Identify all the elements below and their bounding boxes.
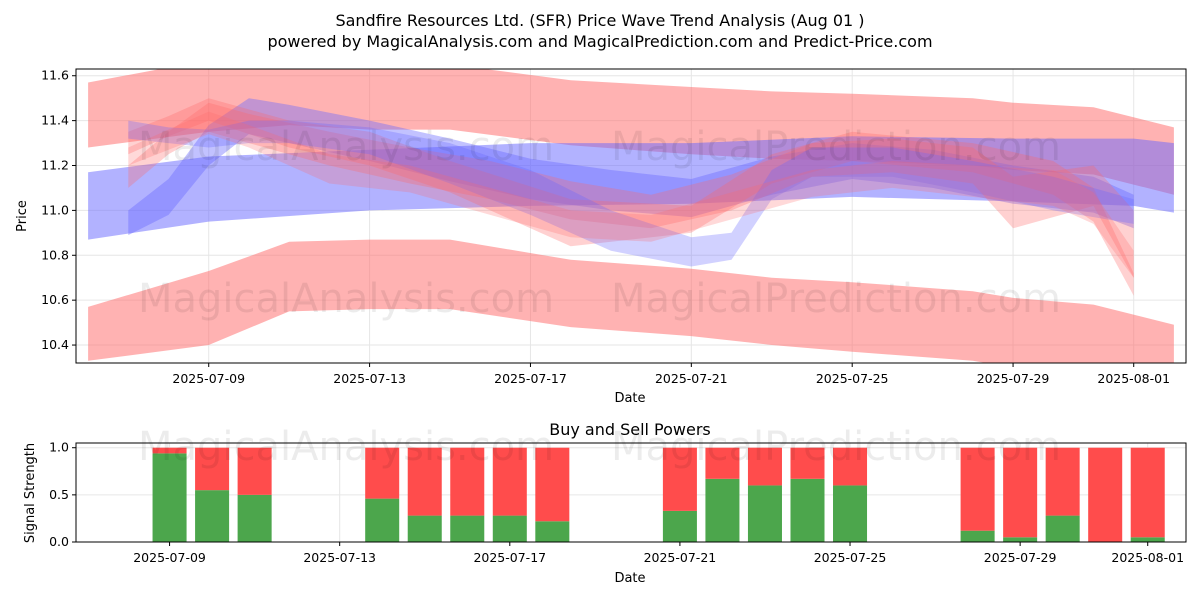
buy-bar-11 [790, 478, 825, 542]
signal-ytick-label-1: 0.5 [49, 487, 69, 502]
price-ytick-label-3: 11.0 [41, 202, 69, 217]
price-xtick-label-4: 2025-07-25 [816, 371, 889, 386]
signal-xtick-label-6: 2025-08-01 [1111, 550, 1184, 565]
signal-chart-title: Buy and Sell Powers [549, 420, 711, 439]
signal-x-axis-label: Date [614, 571, 645, 586]
watermark-analysis-top: MagicalAnalysis.com [138, 124, 554, 170]
signal-xtick-label-5: 2025-07-29 [984, 550, 1057, 565]
signal-chart: Buy and Sell Powers MagicalAnalysis.com … [23, 420, 1187, 586]
buy-bar-5 [450, 515, 485, 542]
buy-bar-6 [492, 515, 527, 542]
buy-bar-13 [960, 530, 995, 542]
price-band-3 [128, 98, 1134, 236]
buy-bar-17 [1130, 537, 1165, 542]
signal-y-ticks: 0.0 0.5 1.0 [49, 440, 76, 549]
watermark-analysis-bottom: MagicalAnalysis.com [138, 424, 554, 470]
price-plot-frame [75, 68, 1187, 364]
price-band-7 [128, 111, 1134, 278]
price-band-1 [88, 239, 1174, 363]
price-y-ticks: 10.4 10.6 10.8 11.0 11.2 11.4 11.6 [41, 68, 76, 352]
price-x-ticks: 2025-07-09 2025-07-13 2025-07-17 2025-07-21… [172, 363, 1170, 386]
price-band-6 [128, 120, 1134, 267]
signal-x-ticks: 2025-07-09 2025-07-13 2025-07-17 2025-07-21… [133, 542, 1184, 565]
price-ytick-label-2: 10.8 [41, 247, 69, 262]
buy-bar-1 [195, 490, 230, 542]
sell-bar-8 [662, 447, 697, 511]
signal-xtick-label-1: 2025-07-13 [303, 550, 376, 565]
sell-bar-10 [747, 447, 782, 486]
sell-bar-4 [407, 447, 442, 516]
watermark-prediction-mid: MagicalPrediction.com [611, 276, 1061, 322]
sell-bar-1 [195, 447, 230, 491]
price-ytick-label-4: 11.2 [41, 158, 69, 173]
buy-bar-2 [237, 494, 272, 542]
buy-bar-12 [833, 485, 868, 542]
price-ytick-label-0: 10.4 [41, 337, 69, 352]
price-band-2 [88, 136, 1174, 240]
buy-bar-14 [1003, 537, 1038, 542]
price-xtick-label-0: 2025-07-09 [172, 371, 245, 386]
sell-bar-13 [960, 447, 995, 531]
signal-xtick-label-0: 2025-07-09 [133, 550, 206, 565]
buy-bar-8 [662, 510, 697, 542]
sell-bar-12 [833, 447, 868, 486]
price-xtick-label-5: 2025-07-29 [977, 371, 1050, 386]
buy-bar-0 [152, 453, 187, 542]
price-x-axis-label: Date [614, 391, 645, 406]
price-band-4 [128, 102, 1134, 278]
buy-bar-4 [407, 515, 442, 542]
signal-xtick-label-2: 2025-07-17 [473, 550, 546, 565]
signal-ytick-label-2: 1.0 [49, 440, 69, 455]
buy-bar-15 [1045, 515, 1080, 542]
sell-bar-3 [365, 447, 400, 499]
price-xtick-label-1: 2025-07-13 [333, 371, 406, 386]
signal-xtick-label-3: 2025-07-21 [644, 550, 717, 565]
signal-bars [152, 447, 1165, 542]
price-chart: MagicalAnalysis.com MagicalPrediction.co… [15, 68, 1187, 406]
price-y-axis-label: Price [15, 200, 30, 232]
price-ytick-label-6: 11.6 [41, 68, 69, 83]
price-ytick-label-1: 10.6 [41, 292, 69, 307]
chart-title: Sandfire Resources Ltd. (SFR) Price Wave… [335, 11, 864, 30]
buy-bar-7 [535, 521, 570, 542]
price-xtick-label-6: 2025-08-01 [1097, 371, 1170, 386]
signal-y-axis-label: Signal Strength [23, 443, 38, 543]
chart-subtitle: powered by MagicalAnalysis.com and Magic… [267, 32, 932, 51]
sell-bar-6 [492, 447, 527, 516]
sell-bar-17 [1130, 447, 1165, 538]
buy-bar-9 [705, 478, 740, 542]
sell-bar-7 [535, 447, 570, 522]
buy-bar-3 [365, 498, 400, 542]
sell-bar-5 [450, 447, 485, 516]
sell-bar-15 [1045, 447, 1080, 516]
price-band-0 [88, 69, 1174, 195]
signal-ytick-label-0: 0.0 [49, 534, 69, 549]
watermark-analysis-mid: MagicalAnalysis.com [138, 276, 554, 322]
sell-bar-9 [705, 447, 740, 479]
sell-bar-16 [1088, 447, 1123, 542]
price-bands [88, 69, 1174, 363]
price-band-5 [128, 98, 1134, 296]
price-xtick-label-2: 2025-07-17 [494, 371, 567, 386]
sell-bar-2 [237, 447, 272, 495]
sell-bar-0 [152, 447, 187, 454]
watermark-prediction-top: MagicalPrediction.com [611, 124, 1061, 170]
buy-bar-10 [747, 485, 782, 542]
price-ytick-label-5: 11.4 [41, 113, 69, 128]
price-xtick-label-3: 2025-07-21 [655, 371, 728, 386]
sell-bar-14 [1003, 447, 1038, 538]
watermark-prediction-bottom: MagicalPrediction.com [611, 424, 1061, 470]
signal-plot-frame [75, 442, 1187, 543]
sell-bar-11 [790, 447, 825, 479]
signal-xtick-label-4: 2025-07-25 [814, 550, 887, 565]
